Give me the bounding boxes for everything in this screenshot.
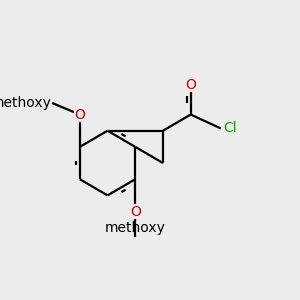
Text: methoxy: methoxy xyxy=(0,96,52,110)
Text: Cl: Cl xyxy=(223,122,237,135)
Text: methoxy: methoxy xyxy=(105,221,166,235)
Text: O: O xyxy=(130,205,141,219)
Text: O: O xyxy=(74,107,85,122)
Text: O: O xyxy=(185,77,196,92)
